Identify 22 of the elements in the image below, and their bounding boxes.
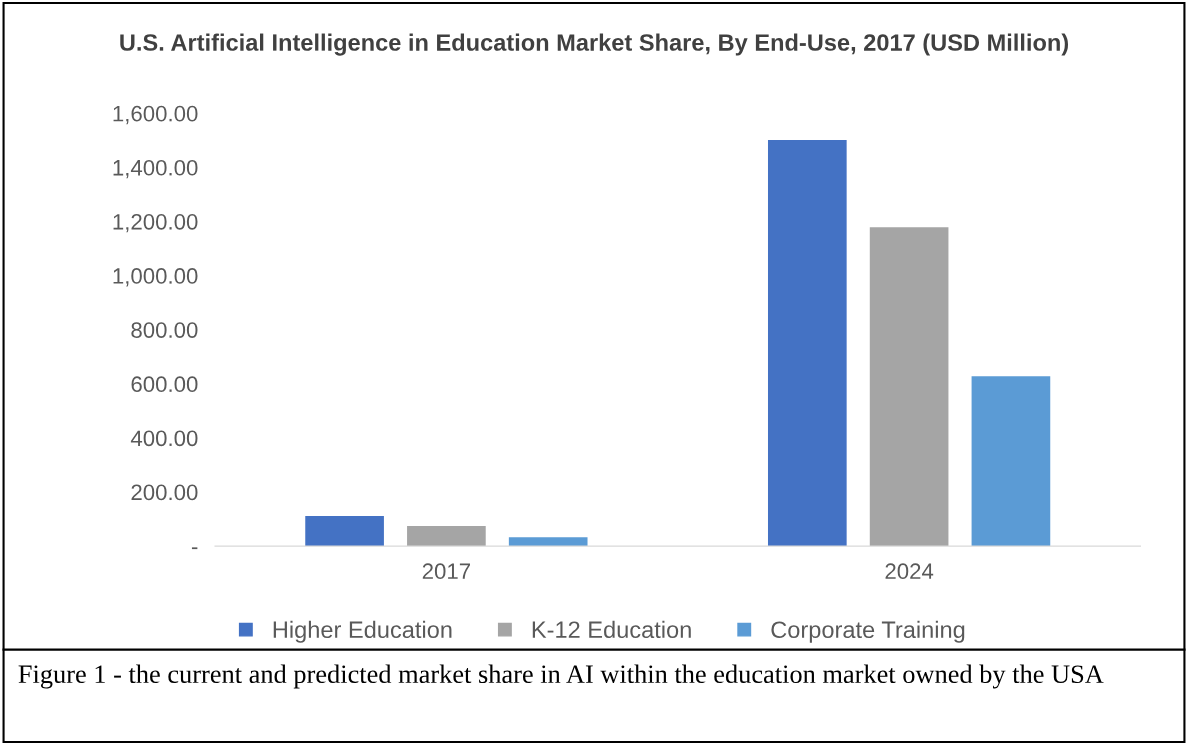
y-tick-label: 600.00 [131, 376, 198, 393]
bar [869, 227, 949, 547]
bar [971, 376, 1051, 547]
x-tick-label: 2017 [422, 563, 470, 580]
y-tick-label: 1,000.00 [113, 268, 198, 287]
bar [407, 526, 486, 547]
y-tick-label: 1,400.00 [113, 159, 198, 179]
caption: Figure 1 - the current and predicted market share in AI within the education market owned by the USA [18, 664, 1104, 689]
y-tick-label: - [191, 547, 198, 550]
y-tick-label: 800.00 [131, 322, 198, 338]
legend-label: Corporate Training [771, 620, 965, 643]
legend-label: Higher Education [273, 620, 452, 643]
y-tick-label: 200.00 [131, 484, 198, 501]
y-tick-label: 400.00 [130, 430, 198, 447]
bar [767, 140, 847, 547]
y-tick-label: 1,600.00 [113, 105, 198, 125]
chart-title: U.S. Artificial Intelligence in Education Market Share, By End-Use, 2017 (USD Million) [120, 33, 1069, 56]
x-tick-label: 2024 [885, 563, 934, 580]
legend-label: K-12 Education [532, 620, 691, 639]
bar [508, 537, 588, 547]
bar [305, 516, 384, 547]
y-tick-label: 1,200.00 [113, 213, 198, 233]
